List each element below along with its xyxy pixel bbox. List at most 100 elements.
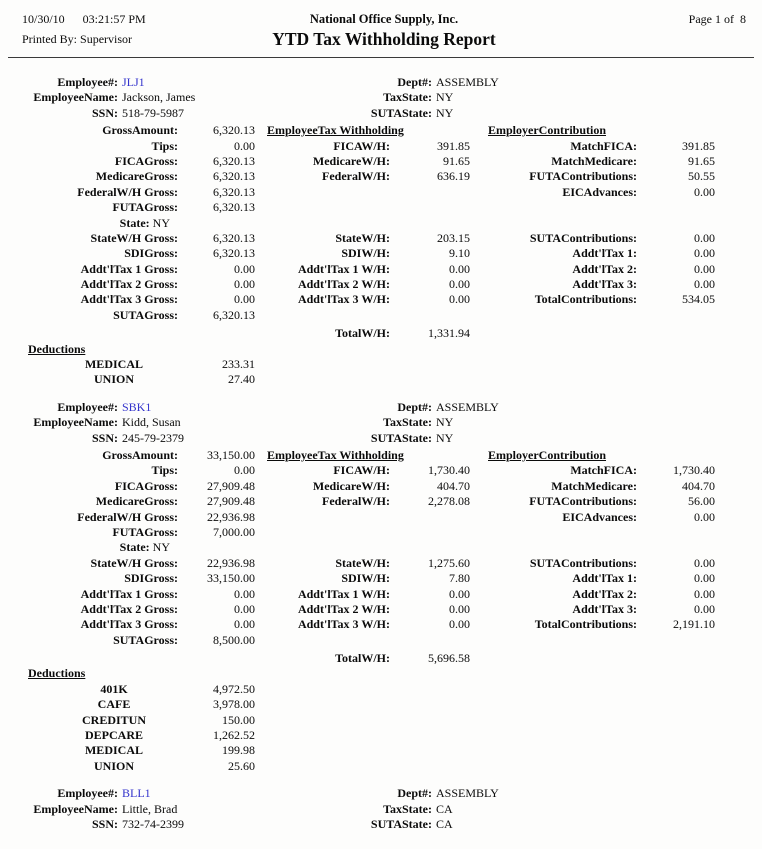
employee-name-row: EmployeeName: Kidd, Susan TaxState: NY <box>28 415 754 430</box>
suta-state-label: SUTAState: <box>370 816 432 831</box>
addl-tax3-value: 0.00 <box>694 277 715 292</box>
state-wh-gross-value: 6,320.13 <box>213 230 255 245</box>
fica-gross-label: FICAGross: <box>114 153 178 168</box>
deduction-row: UNION 27.40 <box>28 372 754 387</box>
ssn-label: SSN: <box>91 105 118 120</box>
deduction-name: MEDICAL <box>84 743 143 758</box>
tips-label: Tips: <box>151 138 178 153</box>
match-medicare-value: 91.65 <box>688 153 715 168</box>
deduction-name: CAFE <box>97 697 131 712</box>
deduction-amount: 3,978.00 <box>213 697 255 712</box>
employee-number-link[interactable]: SBK1 <box>122 399 152 414</box>
addl-tax3-label: Addt'lTax 3: <box>572 277 637 292</box>
employee-name-label: EmployeeName: <box>33 90 118 105</box>
eic-advances-value: 0.00 <box>694 184 715 199</box>
futa-gross-label: FUTAGross: <box>112 200 178 215</box>
state-value: NY <box>152 540 170 555</box>
match-medicare-label: MatchMedicare: <box>551 478 637 493</box>
addl-tax1-wh-label: Addt'lTax 1 W/H: <box>297 586 390 601</box>
employee-number-link[interactable]: JLJ1 <box>122 75 145 89</box>
header-center: National Office Supply, Inc. YTD Tax Wit… <box>272 12 496 50</box>
employee-info: Employee#: BLL1 Dept#: ASSEMBLY Employee… <box>28 786 754 832</box>
fica-gross-value: 27,909.48 <box>207 478 255 493</box>
dept-label: Dept#: <box>397 399 432 414</box>
suta-contributions-value: 0.00 <box>694 555 715 570</box>
tips-value: 0.00 <box>234 463 255 478</box>
detail-row: SUTAGross: 6,320.13 <box>28 308 754 323</box>
match-fica-label: MatchFICA: <box>570 138 637 153</box>
tax-state-label: TaxState: <box>383 801 432 816</box>
fica-wh-value: 1,730.40 <box>428 463 470 478</box>
deduction-amount: 150.00 <box>222 712 255 727</box>
sdi-gross-value: 33,150.00 <box>207 571 255 586</box>
suta-state-label: SUTAState: <box>370 105 432 120</box>
suta-contributions-label: SUTAContributions: <box>529 555 637 570</box>
fica-gross-value: 6,320.13 <box>213 153 255 168</box>
tax-state-label: TaxState: <box>383 415 432 430</box>
match-fica-value: 1,730.40 <box>673 463 715 478</box>
dept-value: ASSEMBLY <box>436 75 499 89</box>
deduction-name: DEPCARE <box>84 728 143 743</box>
addl-tax2-gross-value: 0.00 <box>234 277 255 292</box>
federal-wh-gross-value: 6,320.13 <box>213 184 255 199</box>
ssn-row: SSN: 732-74-2399 SUTAState: CA <box>28 817 754 832</box>
report-date: 10/30/10 <box>22 12 65 26</box>
medicare-wh-label: MedicareW/H: <box>312 153 390 168</box>
ssn-value: 245-79-2379 <box>122 430 184 445</box>
addl-tax3-value: 0.00 <box>694 601 715 616</box>
federal-wh-label: FederalW/H: <box>322 169 390 184</box>
sdi-wh-value: 7.80 <box>449 571 470 586</box>
ssn-row: SSN: 245-79-2379 SUTAState: NY <box>28 431 754 446</box>
employee-number-row: Employee#: SBK1 Dept#: ASSEMBLY <box>28 400 754 415</box>
detail-row: FICAGross: 27,909.48 MedicareW/H: 404.70… <box>28 479 754 494</box>
suta-state-value: CA <box>436 816 453 831</box>
addl-tax3-wh-value: 0.00 <box>449 292 470 307</box>
suta-gross-label: SUTAGross: <box>113 632 178 647</box>
detail-row: State: NY <box>28 216 754 231</box>
federal-wh-gross-label: FederalW/H Gross: <box>77 184 178 199</box>
detail-row: MedicareGross: 27,909.48 FederalW/H: 2,2… <box>28 494 754 509</box>
federal-wh-value: 636.19 <box>437 169 470 184</box>
suta-gross-value: 8,500.00 <box>213 632 255 647</box>
addl-tax2-wh-value: 0.00 <box>449 601 470 616</box>
detail-row: StateW/H Gross: 6,320.13 StateW/H: 203.1… <box>28 231 754 246</box>
addl-tax3-gross-label: Addt'lTax 3 Gross: <box>80 617 178 632</box>
deduction-amount: 233.31 <box>222 357 255 372</box>
addl-tax2-label: Addt'lTax 2: <box>572 261 637 276</box>
suta-contributions-label: SUTAContributions: <box>529 230 637 245</box>
sdi-gross-label: SDIGross: <box>124 571 178 586</box>
page-indicator: Page 1 of 8 <box>688 12 746 26</box>
detail-row: Tips: 0.00 FICAW/H: 391.85 MatchFICA: 39… <box>28 139 754 154</box>
employee-number-link[interactable]: BLL1 <box>122 786 151 801</box>
addl-tax2-wh-value: 0.00 <box>449 277 470 292</box>
header-left: 10/30/10 03:21:57 PM Printed By: Supervis… <box>22 12 272 50</box>
addl-tax1-gross-label: Addt'lTax 1 Gross: <box>80 586 178 601</box>
suta-contributions-value: 0.00 <box>694 230 715 245</box>
tax-state-value: NY <box>436 415 454 430</box>
federal-wh-gross-label: FederalW/H Gross: <box>77 509 178 524</box>
addl-tax2-wh-label: Addt'lTax 2 W/H: <box>297 601 390 616</box>
deduction-amount: 4,972.50 <box>213 681 255 696</box>
dept-value: ASSEMBLY <box>436 786 499 801</box>
total-wh-label: TotalW/H: <box>335 326 390 341</box>
employer-contribution-header: EmployerContribution <box>488 123 607 138</box>
addl-tax3-gross-label: Addt'lTax 3 Gross: <box>80 292 178 307</box>
medicare-wh-value: 404.70 <box>437 478 470 493</box>
report-time: 03:21:57 PM <box>82 12 146 26</box>
detail-row: Addt'lTax 1 Gross: 0.00 Addt'lTax 1 W/H:… <box>28 262 754 277</box>
deduction-name: 401K <box>100 681 128 696</box>
deduction-row: 401K 4,972.50 <box>28 682 754 697</box>
futa-gross-value: 7,000.00 <box>213 524 255 539</box>
state-label: State: <box>119 540 150 555</box>
tips-label: Tips: <box>151 463 178 478</box>
addl-tax2-gross-label: Addt'lTax 2 Gross: <box>80 601 178 616</box>
addl-tax2-wh-label: Addt'lTax 2 W/H: <box>297 277 390 292</box>
addl-tax1-gross-value: 0.00 <box>234 586 255 601</box>
state-wh-value: 1,275.60 <box>428 555 470 570</box>
futa-gross-value: 6,320.13 <box>213 200 255 215</box>
deduction-row: MEDICAL 199.98 <box>28 743 754 758</box>
employee-block: Employee#: JLJ1 Dept#: ASSEMBLY Employee… <box>28 75 754 388</box>
tax-state-value: CA <box>436 801 453 816</box>
state-wh-gross-value: 22,936.98 <box>207 555 255 570</box>
deductions-section: Deductions MEDICAL 233.31 UNION 27.40 <box>28 342 754 388</box>
